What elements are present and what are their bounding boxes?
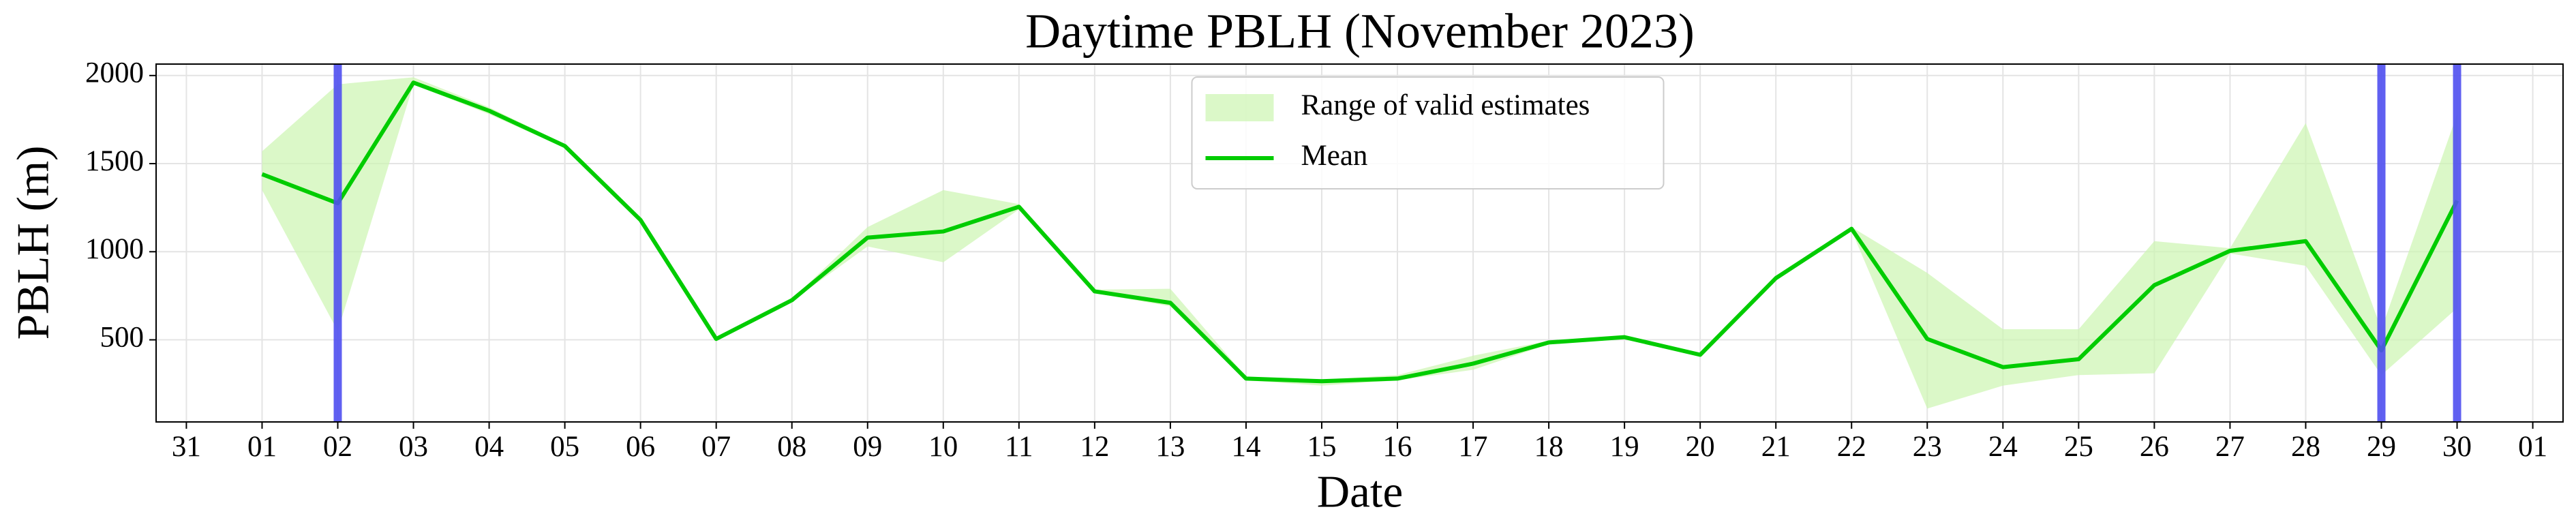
legend-swatch [1205, 94, 1274, 121]
x-tick-label: 26 [2140, 431, 2169, 463]
y-axis-label: PBLH (m) [7, 146, 58, 340]
y-tick-label: 1000 [85, 233, 144, 265]
y-tick-label: 2000 [85, 57, 144, 89]
x-tick-label: 27 [2215, 431, 2245, 463]
mean-line [261, 80, 2459, 384]
x-tick-label: 01 [2518, 431, 2547, 463]
x-tick-label: 20 [1686, 431, 1715, 463]
x-tick-label: 04 [474, 431, 504, 463]
y-tick-label: 500 [100, 321, 145, 353]
x-tick-label: 13 [1155, 431, 1185, 463]
x-tick-label: 12 [1080, 431, 1109, 463]
x-tick-label: 07 [701, 431, 731, 463]
legend-label: Mean [1301, 140, 1368, 172]
x-tick-label: 09 [853, 431, 882, 463]
legend: Range of valid estimates Mean [1191, 76, 1665, 189]
x-tick-label: 23 [1913, 431, 1942, 463]
chart-title: Daytime PBLH (November 2023) [1025, 4, 1695, 59]
x-tick-label: 17 [1459, 431, 1488, 463]
x-tick-label: 08 [777, 431, 806, 463]
x-tick-label: 10 [928, 431, 958, 463]
x-tick-label: 30 [2442, 431, 2472, 463]
x-tick-label: 19 [1610, 431, 1639, 463]
x-tick-label: 14 [1231, 431, 1260, 463]
x-tick-label: 02 [323, 431, 352, 463]
x-tick-label: 31 [172, 431, 201, 463]
legend-box [1191, 76, 1665, 189]
plot-frame [155, 63, 2564, 423]
x-tick-label: 21 [1761, 431, 1791, 463]
x-tick-label: 11 [1005, 431, 1033, 463]
y-tick-label: 1500 [85, 145, 144, 177]
x-tick-label: 24 [1988, 431, 2018, 463]
x-tick-label: 03 [399, 431, 428, 463]
x-axis-label: Date [1317, 466, 1403, 517]
legend-label: Range of valid estimates [1301, 89, 1590, 121]
x-tick-label: 25 [2064, 431, 2093, 463]
x-tick-label: 16 [1383, 431, 1412, 463]
range-band [262, 77, 2457, 409]
x-tick-label: 29 [2367, 431, 2396, 463]
x-tick-label: 22 [1837, 431, 1866, 463]
x-tick-label: 15 [1307, 431, 1336, 463]
x-tick-label: 18 [1534, 431, 1564, 463]
x-tick-label: 01 [247, 431, 277, 463]
x-tick-label: 06 [626, 431, 655, 463]
x-tick-label: 05 [550, 431, 579, 463]
x-tick-label: 28 [2291, 431, 2320, 463]
